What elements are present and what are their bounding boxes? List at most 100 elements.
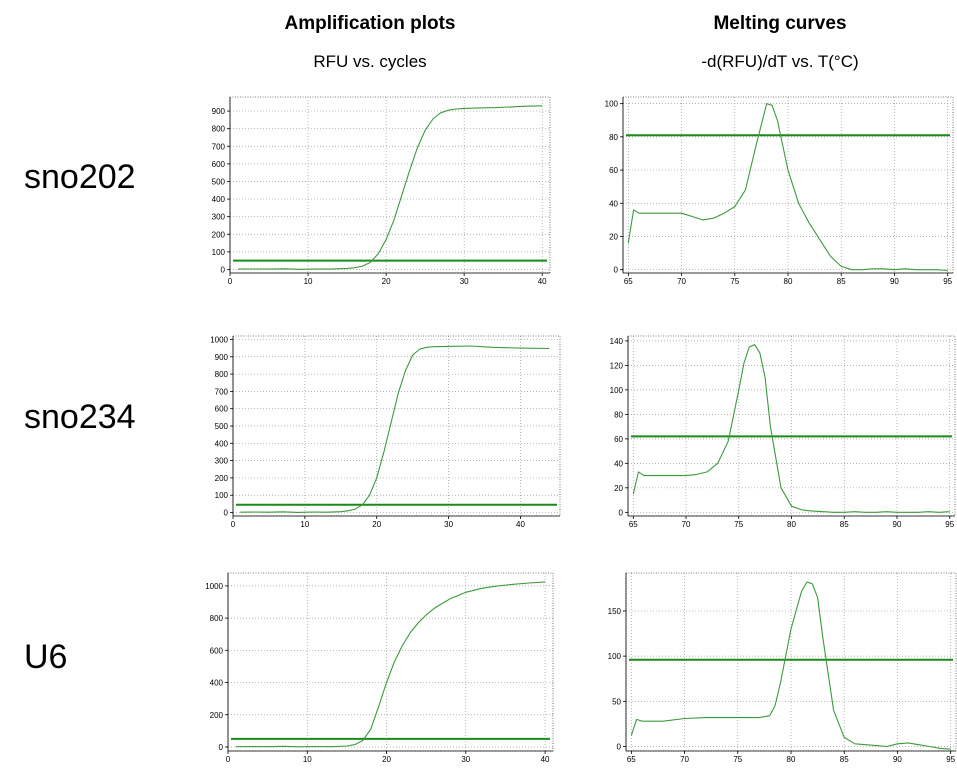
y-tick-label: 100: [610, 386, 624, 395]
y-tick-label: 600: [212, 160, 226, 169]
fluorescence-curve: [240, 345, 550, 513]
x-tick-label: 70: [682, 520, 691, 529]
x-tick-label: 90: [893, 755, 902, 764]
y-tick-label: 100: [212, 248, 226, 257]
y-tick-label: 900: [212, 107, 226, 116]
y-tick-label: 0: [224, 509, 229, 518]
x-tick-label: 90: [893, 520, 902, 529]
y-tick-label: 400: [212, 195, 226, 204]
plot-frame: [232, 335, 561, 517]
y-tick-label: 800: [210, 614, 224, 623]
x-tick-label: 85: [840, 520, 849, 529]
y-tick-label: 60: [614, 435, 623, 444]
melting-curve-sno234: 65 70 75 80 85 90 95 0 20 40 60 80 100 120 140: [610, 335, 956, 529]
x-tick-label: 20: [382, 277, 391, 286]
x-tick-label: 10: [303, 755, 312, 764]
x-tick-label: 90: [890, 277, 899, 286]
fluorescence-curve: [632, 344, 950, 513]
y-tick-label: 600: [215, 405, 229, 414]
y-tick-label: 700: [212, 142, 226, 151]
x-tick-label: 10: [300, 520, 309, 529]
y-tick-label: 200: [215, 474, 229, 483]
y-tick-label: 20: [609, 232, 618, 241]
y-tick-label: 120: [610, 361, 624, 370]
x-tick-label: 80: [787, 755, 796, 764]
y-tick-label: 400: [210, 679, 224, 688]
column-subtitle-amplification: RFU vs. cycles: [313, 52, 427, 71]
y-tick-label: 200: [210, 711, 224, 720]
x-tick-label: 65: [629, 520, 638, 529]
y-tick-label: 800: [212, 125, 226, 134]
x-tick-label: 75: [733, 755, 742, 764]
y-tick-label: 0: [219, 743, 224, 752]
y-tick-label: 700: [215, 387, 229, 396]
column-title-melting: Melting curves: [713, 13, 847, 34]
y-tick-label: 200: [212, 230, 226, 239]
y-tick-label: 800: [215, 370, 229, 379]
x-tick-label: 20: [372, 520, 381, 529]
y-tick-label: 140: [610, 337, 624, 346]
fluorescence-curve: [627, 103, 948, 272]
y-tick-label: 100: [608, 652, 622, 661]
x-tick-label: 65: [624, 277, 633, 286]
x-tick-label: 40: [538, 277, 547, 286]
x-tick-label: 40: [516, 520, 525, 529]
plot-frame: [625, 572, 957, 752]
plot-frame: [227, 572, 554, 752]
y-tick-label: 300: [212, 213, 226, 222]
y-tick-label: 900: [215, 353, 229, 362]
y-tick-label: 1000: [210, 335, 228, 344]
column-subtitle-melting: -d(RFU)/dT vs. T(°C): [701, 52, 859, 71]
melting-curve-sno202: 65 70 75 80 85 90 95 0 20 40 60 80 100: [605, 96, 954, 286]
y-tick-label: 400: [215, 439, 229, 448]
y-tick-label: 500: [215, 422, 229, 431]
x-tick-label: 70: [677, 277, 686, 286]
row-label-sno234: sno234: [24, 398, 136, 436]
x-tick-label: 85: [840, 755, 849, 764]
x-tick-label: 95: [945, 520, 954, 529]
x-tick-label: 30: [460, 277, 469, 286]
melting-curve-u6: 65 70 75 80 85 90 95 0 50 100 150: [608, 572, 957, 764]
y-tick-label: 40: [614, 459, 623, 468]
y-tick-label: 1000: [205, 582, 223, 591]
y-tick-label: 600: [210, 646, 224, 655]
x-tick-label: 65: [627, 755, 636, 764]
y-tick-label: 80: [609, 133, 618, 142]
y-tick-label: 80: [614, 410, 623, 419]
y-tick-label: 500: [212, 177, 226, 186]
x-tick-label: 0: [228, 277, 233, 286]
x-tick-label: 20: [382, 755, 391, 764]
y-tick-label: 50: [612, 697, 621, 706]
x-tick-label: 40: [541, 755, 550, 764]
y-tick-label: 300: [215, 457, 229, 466]
y-tick-label: 0: [221, 265, 226, 274]
y-tick-label: 60: [609, 166, 618, 175]
y-tick-label: 100: [215, 491, 229, 500]
x-tick-label: 80: [787, 520, 796, 529]
fluorescence-curve: [237, 105, 543, 270]
x-tick-label: 70: [680, 755, 689, 764]
x-tick-label: 95: [946, 755, 955, 764]
x-tick-label: 95: [943, 277, 952, 286]
plot-frame: [229, 96, 551, 274]
y-tick-label: 100: [605, 100, 619, 109]
y-tick-label: 20: [614, 484, 623, 493]
x-tick-label: 30: [461, 755, 470, 764]
fluorescence-curve: [630, 581, 951, 750]
row-label-sno202: sno202: [24, 158, 136, 196]
column-title-amplification: Amplification plots: [284, 13, 456, 34]
x-tick-label: 85: [837, 277, 846, 286]
y-tick-label: 0: [614, 266, 619, 275]
x-tick-label: 75: [730, 277, 739, 286]
row-label-u6: U6: [24, 638, 68, 676]
y-tick-label: 0: [619, 508, 624, 517]
y-tick-label: 150: [608, 607, 622, 616]
x-tick-label: 0: [226, 755, 231, 764]
x-tick-label: 0: [231, 520, 236, 529]
x-tick-label: 30: [444, 520, 453, 529]
x-tick-label: 10: [304, 277, 313, 286]
x-tick-label: 80: [784, 277, 793, 286]
y-tick-label: 40: [609, 199, 618, 208]
